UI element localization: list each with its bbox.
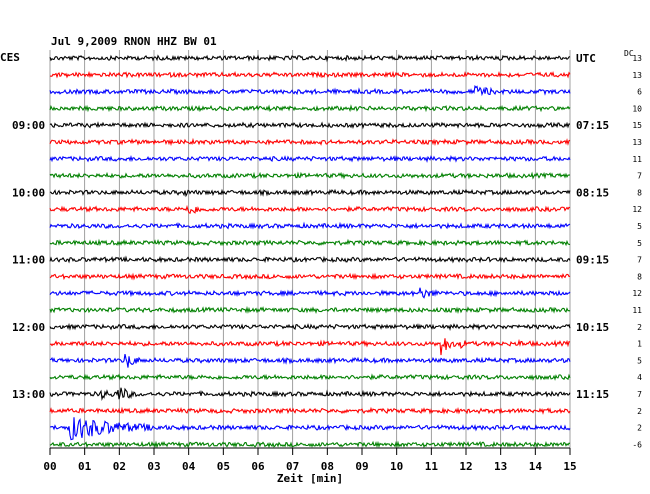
trace-row xyxy=(49,406,571,415)
dc-value: 7 xyxy=(637,172,642,181)
chart-title: Jul 9,2009 RNON HHZ BW 01 xyxy=(51,35,217,48)
right-time-labels: UTC 07:15 08:15 09:15 10:15 11:15 xyxy=(576,52,609,401)
dc-value: 12 xyxy=(632,289,642,298)
dc-label: DC xyxy=(624,49,634,58)
left-time-label: 09:00 xyxy=(12,119,45,132)
trace-row xyxy=(49,137,571,147)
x-tick-label: 02 xyxy=(113,460,126,473)
dc-value: 10 xyxy=(632,104,642,113)
trace-row xyxy=(49,354,571,368)
trace-row xyxy=(49,70,571,79)
dc-value: 5 xyxy=(637,239,642,248)
x-tick-label: 09 xyxy=(355,460,368,473)
x-tick-label: 15 xyxy=(563,460,576,473)
x-tick-label: 04 xyxy=(182,460,196,473)
left-axis-label: CES xyxy=(0,51,20,64)
trace-row xyxy=(49,221,571,230)
trace-row xyxy=(49,373,571,381)
dc-value: 5 xyxy=(637,222,642,231)
trace-row xyxy=(49,54,571,63)
dc-value: 4 xyxy=(637,373,642,382)
right-time-label: 07:15 xyxy=(576,119,609,132)
trace-row xyxy=(49,154,571,164)
dc-value: 13 xyxy=(632,54,642,63)
trace-row xyxy=(49,188,571,198)
trace-row xyxy=(49,171,571,180)
trace-row xyxy=(49,287,571,299)
trace-row xyxy=(49,272,571,281)
dc-value: 7 xyxy=(637,390,642,399)
left-time-labels: 09:00 10:00 11:00 12:00 13:00 xyxy=(12,119,45,401)
trace-row xyxy=(49,440,571,449)
x-tick-label: 03 xyxy=(147,460,160,473)
seismic-traces xyxy=(49,54,571,449)
right-time-label: UTC xyxy=(576,52,596,65)
x-axis-label: Zeit [min] xyxy=(277,472,343,485)
left-time-label: 11:00 xyxy=(12,254,45,267)
trace-row xyxy=(49,417,571,441)
left-time-label: 13:00 xyxy=(12,388,45,401)
dc-value: 8 xyxy=(637,188,642,197)
x-tick-label: 13 xyxy=(494,460,507,473)
right-time-label: 11:15 xyxy=(576,388,609,401)
dc-value: 5 xyxy=(637,356,642,365)
trace-row xyxy=(49,84,571,97)
trace-row xyxy=(49,255,571,264)
x-tick-label: 11 xyxy=(425,460,439,473)
trace-row xyxy=(49,238,571,247)
x-tick-label: 07 xyxy=(286,460,299,473)
trace-row xyxy=(49,387,571,401)
trace-row xyxy=(49,204,571,215)
grid-lines xyxy=(49,50,571,448)
x-tick-label: 10 xyxy=(390,460,403,473)
x-tick-label: 14 xyxy=(529,460,543,473)
trace-row xyxy=(49,104,571,113)
dc-value: 11 xyxy=(632,306,642,315)
right-time-label: 10:15 xyxy=(576,321,609,334)
x-tick-label: 08 xyxy=(321,460,334,473)
dc-value: 6 xyxy=(637,88,642,97)
dc-value: 11 xyxy=(632,155,642,164)
x-tick-label: 06 xyxy=(251,460,265,473)
dc-value: 1 xyxy=(637,340,642,349)
trace-row xyxy=(49,305,571,314)
left-time-label: 12:00 xyxy=(12,321,45,334)
x-tick-label: 00 xyxy=(43,460,56,473)
dc-value: 15 xyxy=(632,121,642,130)
dc-value: 7 xyxy=(637,256,642,265)
dc-value: 13 xyxy=(632,71,642,80)
x-tick-label: 01 xyxy=(78,460,92,473)
dc-value: 13 xyxy=(632,138,642,147)
dc-value: -6 xyxy=(632,440,642,449)
trace-row xyxy=(49,322,571,332)
dc-value: 2 xyxy=(637,323,642,332)
dc-value: 8 xyxy=(637,272,642,281)
left-time-label: 10:00 xyxy=(12,186,45,199)
trace-row xyxy=(49,121,571,130)
right-time-label: 09:15 xyxy=(576,254,609,267)
trace-row xyxy=(49,338,571,356)
x-axis-ticks: 00 01 02 03 04 05 06 07 08 09 10 11 12 13 14 15 xyxy=(43,448,577,473)
dc-value: 2 xyxy=(637,424,642,433)
dc-value: 2 xyxy=(637,407,642,416)
x-tick-label: 05 xyxy=(217,460,230,473)
x-tick-label: 12 xyxy=(459,460,472,473)
right-time-label: 08:15 xyxy=(576,186,609,199)
dc-value: 12 xyxy=(632,205,642,214)
